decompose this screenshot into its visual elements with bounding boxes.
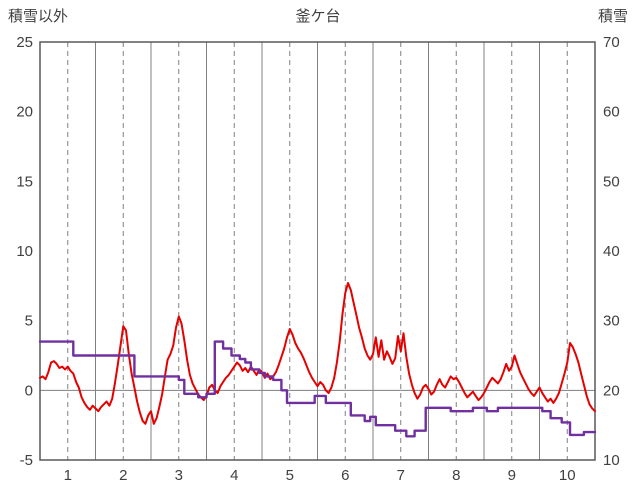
right-tick-label: 60 bbox=[603, 104, 620, 121]
left-tick-label: 25 bbox=[16, 34, 33, 51]
left-tick-label: 15 bbox=[16, 173, 33, 190]
series-red bbox=[39, 282, 596, 425]
chart-title: 釜ケ台 bbox=[295, 8, 341, 25]
left-tick-label: 20 bbox=[16, 104, 33, 121]
left-tick-label: -5 bbox=[20, 452, 33, 469]
left-tick-label: 5 bbox=[25, 313, 33, 330]
left-tick-label: 0 bbox=[25, 382, 33, 399]
right-tick-label: 30 bbox=[603, 313, 620, 330]
x-tick-label: 2 bbox=[119, 467, 127, 484]
left-axis-title: 積雪以外 bbox=[8, 8, 69, 25]
right-tick-label: 50 bbox=[603, 173, 620, 190]
x-tick-label: 1 bbox=[64, 467, 72, 484]
x-tick-label: 9 bbox=[508, 467, 516, 484]
x-tick-label: 4 bbox=[230, 467, 238, 484]
chart-header: 積雪以外 釜ケ台 積雪 bbox=[8, 5, 628, 25]
right-tick-label: 20 bbox=[603, 382, 620, 399]
x-tick-label: 10 bbox=[559, 467, 576, 484]
right-tick-label: 10 bbox=[603, 452, 620, 469]
left-tick-label: 10 bbox=[16, 243, 33, 260]
right-tick-label: 40 bbox=[603, 243, 620, 260]
x-tick-label: 3 bbox=[175, 467, 183, 484]
right-tick-label: 70 bbox=[603, 34, 620, 51]
x-tick-label: 5 bbox=[286, 467, 294, 484]
x-tick-label: 8 bbox=[452, 467, 460, 484]
x-tick-label: 7 bbox=[397, 467, 405, 484]
x-tick-label: 6 bbox=[341, 467, 349, 484]
series-purple bbox=[38, 340, 597, 438]
right-axis-title: 積雪 bbox=[597, 8, 628, 25]
